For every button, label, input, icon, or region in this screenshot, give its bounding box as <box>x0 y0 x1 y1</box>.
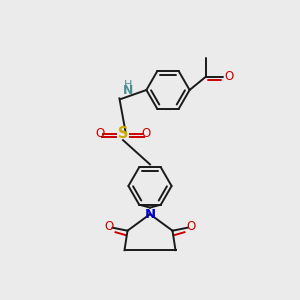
Text: S: S <box>118 126 128 141</box>
Text: N: N <box>144 208 156 220</box>
Text: N: N <box>123 83 134 97</box>
Text: O: O <box>225 70 234 83</box>
Text: H: H <box>124 80 133 90</box>
Text: O: O <box>187 220 196 233</box>
Text: O: O <box>96 127 105 140</box>
Text: O: O <box>104 220 113 233</box>
Text: O: O <box>141 127 150 140</box>
